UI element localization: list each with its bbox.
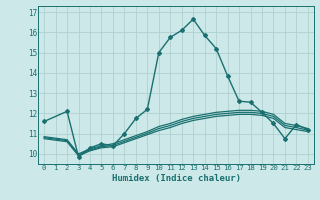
- X-axis label: Humidex (Indice chaleur): Humidex (Indice chaleur): [111, 174, 241, 183]
